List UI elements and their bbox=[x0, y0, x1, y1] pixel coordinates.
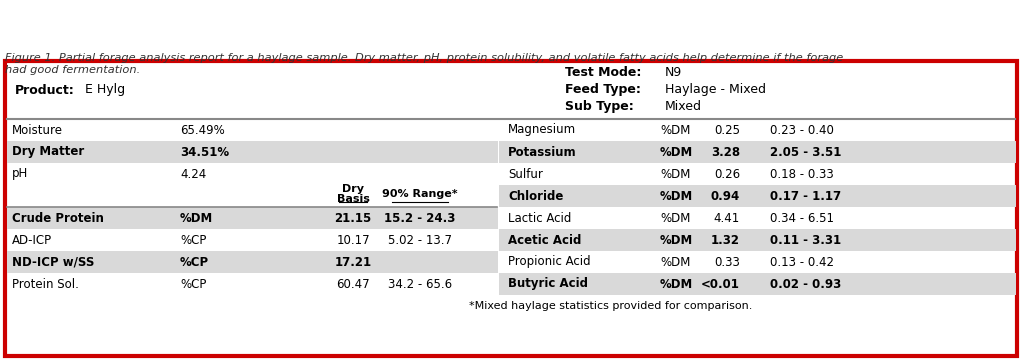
Text: 0.25: 0.25 bbox=[714, 123, 740, 136]
Text: Protein Sol.: Protein Sol. bbox=[12, 278, 79, 291]
Text: 34.51%: 34.51% bbox=[180, 145, 229, 158]
Text: %DM: %DM bbox=[660, 168, 690, 180]
Text: E Hylg: E Hylg bbox=[85, 83, 125, 96]
Text: 60.47: 60.47 bbox=[336, 278, 370, 291]
Text: Magnesium: Magnesium bbox=[508, 123, 577, 136]
Text: Chloride: Chloride bbox=[508, 190, 563, 203]
Text: %DM: %DM bbox=[660, 256, 690, 269]
Text: N9: N9 bbox=[665, 66, 682, 79]
Bar bbox=[499, 141, 1016, 163]
Text: %DM: %DM bbox=[660, 234, 693, 247]
Text: Figure 1. Partial forage analysis report for a haylage sample. Dry matter, pH, p: Figure 1. Partial forage analysis report… bbox=[5, 53, 843, 75]
Text: Product:: Product: bbox=[15, 83, 75, 96]
Text: Feed Type:: Feed Type: bbox=[565, 83, 641, 96]
Text: pH: pH bbox=[12, 168, 29, 180]
Text: 15.2 - 24.3: 15.2 - 24.3 bbox=[384, 212, 456, 225]
Text: 0.13 - 0.42: 0.13 - 0.42 bbox=[770, 256, 834, 269]
Text: %DM: %DM bbox=[660, 212, 690, 225]
Text: 34.2 - 65.6: 34.2 - 65.6 bbox=[388, 278, 452, 291]
Bar bbox=[499, 185, 1016, 207]
Text: 0.02 - 0.93: 0.02 - 0.93 bbox=[770, 278, 842, 291]
Text: <0.01: <0.01 bbox=[701, 278, 740, 291]
Text: Haylage - Mixed: Haylage - Mixed bbox=[665, 83, 766, 96]
Bar bbox=[7, 207, 498, 229]
Text: 4.24: 4.24 bbox=[180, 168, 206, 180]
Text: 0.11 - 3.31: 0.11 - 3.31 bbox=[770, 234, 841, 247]
Text: 0.17 - 1.17: 0.17 - 1.17 bbox=[770, 190, 841, 203]
Text: *Mixed haylage statistics provided for comparison.: *Mixed haylage statistics provided for c… bbox=[469, 301, 753, 311]
Text: %DM: %DM bbox=[660, 123, 690, 136]
Text: AD-ICP: AD-ICP bbox=[12, 234, 52, 247]
Text: Lactic Acid: Lactic Acid bbox=[508, 212, 571, 225]
Text: %DM: %DM bbox=[660, 145, 693, 158]
Text: Sub Type:: Sub Type: bbox=[565, 100, 634, 113]
Text: Moisture: Moisture bbox=[12, 123, 63, 136]
Bar bbox=[5, 61, 1017, 356]
Text: 0.18 - 0.33: 0.18 - 0.33 bbox=[770, 168, 834, 180]
Text: 17.21: 17.21 bbox=[335, 256, 372, 269]
Text: 5.02 - 13.7: 5.02 - 13.7 bbox=[388, 234, 452, 247]
Text: Test Mode:: Test Mode: bbox=[565, 66, 641, 79]
Text: Crude Protein: Crude Protein bbox=[12, 212, 103, 225]
Bar bbox=[499, 273, 1016, 295]
Text: Sulfur: Sulfur bbox=[508, 168, 543, 180]
Text: Butyric Acid: Butyric Acid bbox=[508, 278, 588, 291]
Text: 0.94: 0.94 bbox=[711, 190, 740, 203]
Text: 0.26: 0.26 bbox=[714, 168, 740, 180]
Bar bbox=[7, 141, 498, 163]
Text: 2.05 - 3.51: 2.05 - 3.51 bbox=[770, 145, 842, 158]
Text: Potassium: Potassium bbox=[508, 145, 577, 158]
Text: Dry Matter: Dry Matter bbox=[12, 145, 84, 158]
Text: 65.49%: 65.49% bbox=[180, 123, 224, 136]
Text: 10.17: 10.17 bbox=[336, 234, 370, 247]
Bar bbox=[5, 61, 1017, 356]
Text: %DM: %DM bbox=[660, 278, 693, 291]
Bar bbox=[499, 229, 1016, 251]
Text: Acetic Acid: Acetic Acid bbox=[508, 234, 582, 247]
Text: Propionic Acid: Propionic Acid bbox=[508, 256, 591, 269]
Text: %DM: %DM bbox=[180, 212, 213, 225]
Text: 0.23 - 0.40: 0.23 - 0.40 bbox=[770, 123, 834, 136]
Text: 90% Range*: 90% Range* bbox=[382, 189, 458, 199]
Text: 1.32: 1.32 bbox=[711, 234, 740, 247]
Text: 21.15: 21.15 bbox=[335, 212, 372, 225]
Text: 4.41: 4.41 bbox=[714, 212, 740, 225]
Text: Dry
Basis: Dry Basis bbox=[337, 184, 370, 204]
Text: ND-ICP w/SS: ND-ICP w/SS bbox=[12, 256, 94, 269]
Text: %CP: %CP bbox=[180, 256, 209, 269]
Text: %CP: %CP bbox=[180, 234, 207, 247]
Text: 0.33: 0.33 bbox=[714, 256, 740, 269]
Text: Mixed: Mixed bbox=[665, 100, 702, 113]
Text: 0.34 - 6.51: 0.34 - 6.51 bbox=[770, 212, 834, 225]
Bar bbox=[7, 251, 498, 273]
Text: %DM: %DM bbox=[660, 190, 693, 203]
Text: 3.28: 3.28 bbox=[711, 145, 740, 158]
Text: %CP: %CP bbox=[180, 278, 207, 291]
